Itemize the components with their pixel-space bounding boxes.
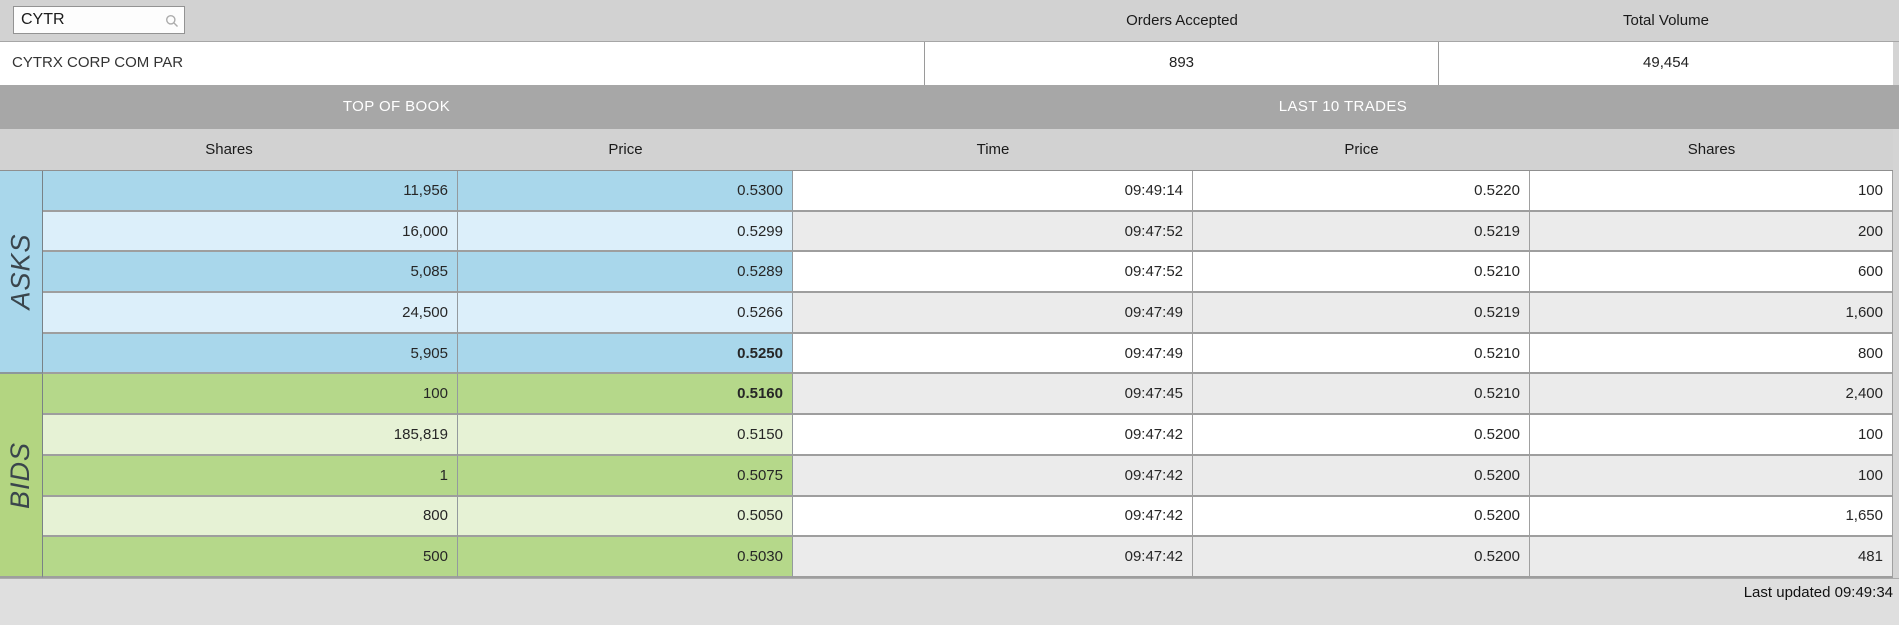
ask-price-cell: 0.5300 (458, 171, 793, 212)
orders-accepted-value: 893 (925, 42, 1439, 85)
bid-price-cell: 0.5150 (458, 415, 793, 456)
ask-shares-cell: 5,905 (43, 333, 458, 375)
best-bid-price-cell: 0.5160 (458, 374, 793, 416)
trade-shares-cell: 100 (1530, 415, 1893, 456)
trade-shares-cell: 1,650 (1530, 496, 1893, 538)
total-volume-value: 49,454 (1643, 54, 1689, 71)
depth-and-trades-grid: ASKS BIDS 11,956 0.5300 09:49:14 0.5220 … (0, 171, 1893, 578)
trade-price-cell: 0.5210 (1193, 333, 1530, 375)
trade-time-cell: 09:47:49 (793, 293, 1193, 334)
bid-price-cell: 0.5050 (458, 496, 793, 538)
column-header-row: Shares Price Time Price Shares (0, 129, 1893, 171)
symbol-search-box (13, 6, 185, 34)
trade-time-cell: 09:47:42 (793, 415, 1193, 456)
bid-shares-cell: 500 (43, 537, 458, 578)
trade-time-cell: 09:47:49 (793, 333, 1193, 375)
trade-price-cell: 0.5200 (1193, 415, 1530, 456)
section-title-band: TOP OF BOOK LAST 10 TRADES (0, 85, 1899, 129)
asks-label: ASKS (5, 233, 36, 310)
trade-shares-header: Shares (1687, 141, 1736, 158)
ask-shares-cell: 11,956 (43, 171, 458, 212)
bids-section-label: BIDS (0, 374, 43, 578)
security-summary-row: CYTRX CORP COM PAR 893 49,454 (0, 42, 1893, 85)
bid-price-cell: 0.5075 (458, 455, 793, 497)
ask-price-cell: 0.5266 (458, 293, 793, 334)
trade-price-cell: 0.5220 (1193, 171, 1530, 212)
total-volume-header: Total Volume (1623, 12, 1709, 29)
asks-section-label: ASKS (0, 171, 43, 375)
trade-shares-cell: 2,400 (1530, 374, 1893, 416)
trade-price-cell: 0.5219 (1193, 211, 1530, 253)
bids-label: BIDS (5, 441, 36, 509)
trade-shares-cell: 600 (1530, 252, 1893, 294)
bid-shares-cell: 185,819 (43, 415, 458, 456)
bid-price-cell: 0.5030 (458, 537, 793, 578)
bid-shares-cell: 1 (43, 455, 458, 497)
trade-shares-cell: 100 (1530, 171, 1893, 212)
trade-shares-cell: 200 (1530, 211, 1893, 253)
ask-shares-cell: 5,085 (43, 252, 458, 294)
trade-price-cell: 0.5200 (1193, 496, 1530, 538)
ask-shares-cell: 16,000 (43, 211, 458, 253)
trade-time-cell: 09:47:52 (793, 211, 1193, 253)
trade-shares-cell: 481 (1530, 537, 1893, 578)
security-name: CYTRX CORP COM PAR (0, 42, 925, 85)
trade-price-cell: 0.5200 (1193, 455, 1530, 497)
search-icon (165, 14, 179, 33)
trade-time-cell: 09:47:42 (793, 537, 1193, 578)
trade-shares-cell: 800 (1530, 333, 1893, 375)
best-ask-price-cell: 0.5250 (458, 333, 793, 375)
trade-price-header: Price (1344, 141, 1379, 158)
last-10-trades-title: LAST 10 TRADES (1278, 98, 1408, 115)
trade-price-cell: 0.5200 (1193, 537, 1530, 578)
top-of-book-title: TOP OF BOOK (342, 98, 451, 115)
ask-price-cell: 0.5299 (458, 211, 793, 253)
trade-time-cell: 09:47:52 (793, 252, 1193, 294)
ask-price-cell: 0.5289 (458, 252, 793, 294)
status-bar: Last updated 09:49:34 (0, 578, 1899, 625)
top-bar: Orders Accepted Total Volume (0, 0, 1899, 42)
trade-price-cell: 0.5210 (1193, 374, 1530, 416)
trade-time-header: Time (976, 141, 1010, 158)
book-shares-header: Shares (205, 141, 253, 158)
bid-shares-cell: 800 (43, 496, 458, 538)
trade-price-cell: 0.5219 (1193, 293, 1530, 334)
trade-shares-cell: 100 (1530, 455, 1893, 497)
orders-accepted-header: Orders Accepted (1126, 12, 1238, 29)
bid-shares-cell: 100 (43, 374, 458, 416)
symbol-search-input[interactable] (14, 7, 184, 33)
trade-price-cell: 0.5210 (1193, 252, 1530, 294)
ask-shares-cell: 24,500 (43, 293, 458, 334)
book-price-header: Price (608, 141, 643, 158)
trade-time-cell: 09:47:45 (793, 374, 1193, 416)
trade-time-cell: 09:47:42 (793, 455, 1193, 497)
last-updated-text: Last updated 09:49:34 (1743, 584, 1893, 601)
trade-time-cell: 09:47:42 (793, 496, 1193, 538)
trade-shares-cell: 1,600 (1530, 293, 1893, 334)
trade-time-cell: 09:49:14 (793, 171, 1193, 212)
